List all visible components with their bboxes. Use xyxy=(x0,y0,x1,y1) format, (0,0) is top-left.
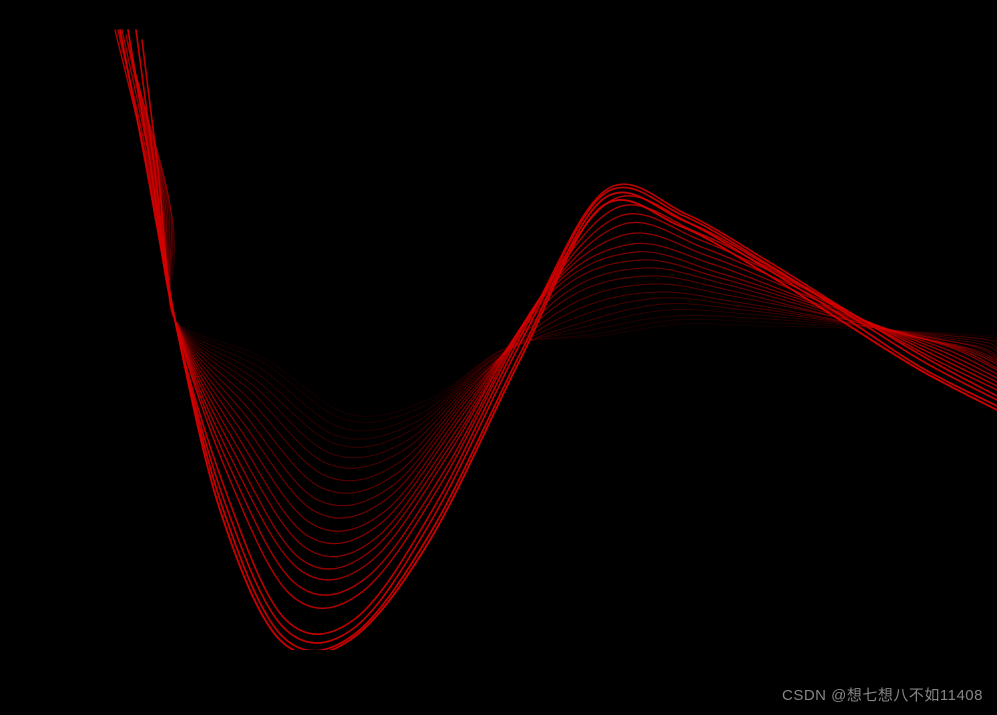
curves-chart xyxy=(0,0,997,715)
